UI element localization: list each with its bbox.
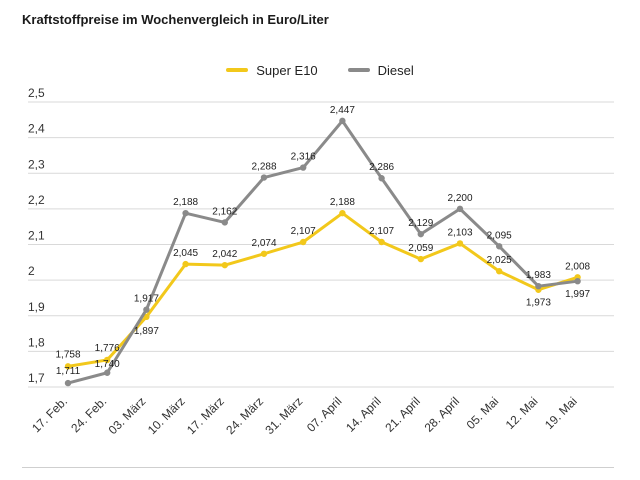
x-tick-label: 14. April — [343, 394, 384, 435]
y-tick-label: 1,7 — [28, 371, 45, 385]
data-label-diesel: 1,740 — [95, 359, 120, 370]
x-tick-label: 21. April — [382, 394, 423, 435]
data-label-super-e10: 2,074 — [251, 238, 276, 249]
data-point-super-e10 — [182, 260, 189, 268]
data-point-diesel — [339, 117, 346, 125]
series-line-super-e10 — [66, 211, 580, 368]
data-point-diesel — [417, 230, 424, 238]
data-point-diesel — [456, 205, 464, 213]
data-label-diesel: 1,983 — [526, 270, 551, 281]
x-tick-label: 12. Mai — [503, 394, 541, 432]
x-tick-label: 24. Feb. — [68, 394, 109, 435]
x-tick-label: 05. Mai — [464, 394, 502, 432]
series-line-diesel — [66, 119, 580, 385]
x-tick-label: 31. März — [262, 394, 305, 437]
data-point-super-e10 — [221, 261, 228, 269]
data-label-diesel: 2,288 — [251, 162, 276, 173]
x-tick-label: 17. März — [184, 394, 227, 437]
x-tick-label: 19. Mai — [542, 394, 580, 432]
legend-label-super-e10: Super E10 — [256, 62, 318, 78]
x-tick-label: 07. April — [304, 394, 345, 435]
chart-title: Kraftstoffpreise im Wochenvergleich in E… — [22, 12, 329, 27]
data-point-super-e10 — [378, 238, 385, 246]
y-tick-label: 2,4 — [28, 122, 45, 136]
data-point-diesel — [260, 174, 268, 181]
data-point-diesel — [496, 243, 503, 250]
legend: Super E10 Diesel — [0, 60, 640, 80]
data-label-super-e10: 2,103 — [447, 227, 472, 238]
data-point-diesel — [182, 209, 189, 217]
data-label-diesel: 2,447 — [330, 105, 355, 116]
data-label-super-e10: 1,897 — [134, 326, 159, 337]
data-label-diesel: 2,200 — [447, 193, 472, 204]
data-label-super-e10: 2,107 — [291, 226, 316, 237]
data-point-super-e10 — [339, 209, 346, 217]
data-point-super-e10 — [417, 255, 424, 263]
data-point-super-e10 — [64, 363, 72, 370]
legend-item-diesel: Diesel — [347, 62, 414, 78]
data-label-super-e10: 2,188 — [330, 197, 355, 208]
x-tick-label: 17. Feb. — [29, 394, 70, 435]
legend-item-super-e10: Super E10 — [226, 62, 318, 78]
data-point-diesel — [378, 175, 385, 182]
y-tick-label: 2,1 — [28, 229, 45, 243]
data-label-super-e10: 2,107 — [369, 226, 394, 237]
data-point-super-e10 — [143, 313, 150, 321]
data-label-super-e10: 2,025 — [487, 255, 512, 266]
legend-label-diesel: Diesel — [377, 62, 414, 78]
data-label-super-e10: 2,059 — [408, 243, 433, 254]
data-point-super-e10 — [260, 250, 268, 257]
data-point-super-e10 — [496, 268, 503, 275]
data-point-super-e10 — [104, 356, 111, 364]
y-tick-label: 2,5 — [28, 86, 45, 100]
legend-swatch-diesel — [347, 68, 370, 72]
data-label-super-e10: 1,776 — [95, 343, 120, 354]
bottom-divider — [22, 467, 614, 468]
data-point-diesel — [535, 282, 542, 290]
y-tick-label: 2,2 — [28, 193, 45, 207]
x-tick-label: 24. März — [223, 394, 266, 437]
y-tick-label: 2,3 — [28, 157, 45, 171]
data-label-diesel: 1,997 — [565, 289, 590, 300]
x-tick-label: 28. April — [422, 394, 463, 435]
data-label-super-e10: 1,758 — [55, 349, 80, 360]
data-label-diesel: 2,316 — [291, 152, 316, 163]
data-label-super-e10: 2,008 — [565, 261, 590, 272]
data-label-diesel: 2,162 — [212, 206, 237, 217]
data-label-diesel: 2,188 — [173, 197, 198, 208]
legend-swatch-super-e10 — [226, 68, 249, 72]
data-point-diesel — [221, 219, 228, 226]
data-label-super-e10: 2,045 — [173, 248, 198, 259]
data-label-super-e10: 2,042 — [212, 249, 237, 260]
data-label-super-e10: 1,973 — [526, 298, 551, 309]
data-point-diesel — [104, 369, 111, 376]
x-tick-label: 03. März — [106, 394, 149, 437]
y-tick-label: 1,8 — [28, 335, 45, 349]
data-point-super-e10 — [456, 240, 464, 247]
data-label-diesel: 1,917 — [134, 294, 159, 305]
data-point-super-e10 — [300, 238, 307, 246]
data-point-diesel — [574, 277, 581, 285]
x-tick-label: 10. März — [145, 394, 188, 437]
data-label-diesel: 2,129 — [408, 218, 433, 229]
y-tick-label: 2 — [28, 264, 35, 278]
data-point-diesel — [64, 379, 72, 387]
y-tick-label: 1,9 — [28, 300, 45, 314]
data-label-diesel: 1,711 — [56, 366, 81, 377]
data-label-diesel: 2,095 — [487, 230, 512, 241]
data-point-diesel — [143, 306, 150, 313]
data-label-diesel: 2,286 — [369, 162, 394, 173]
data-point-diesel — [300, 164, 307, 171]
